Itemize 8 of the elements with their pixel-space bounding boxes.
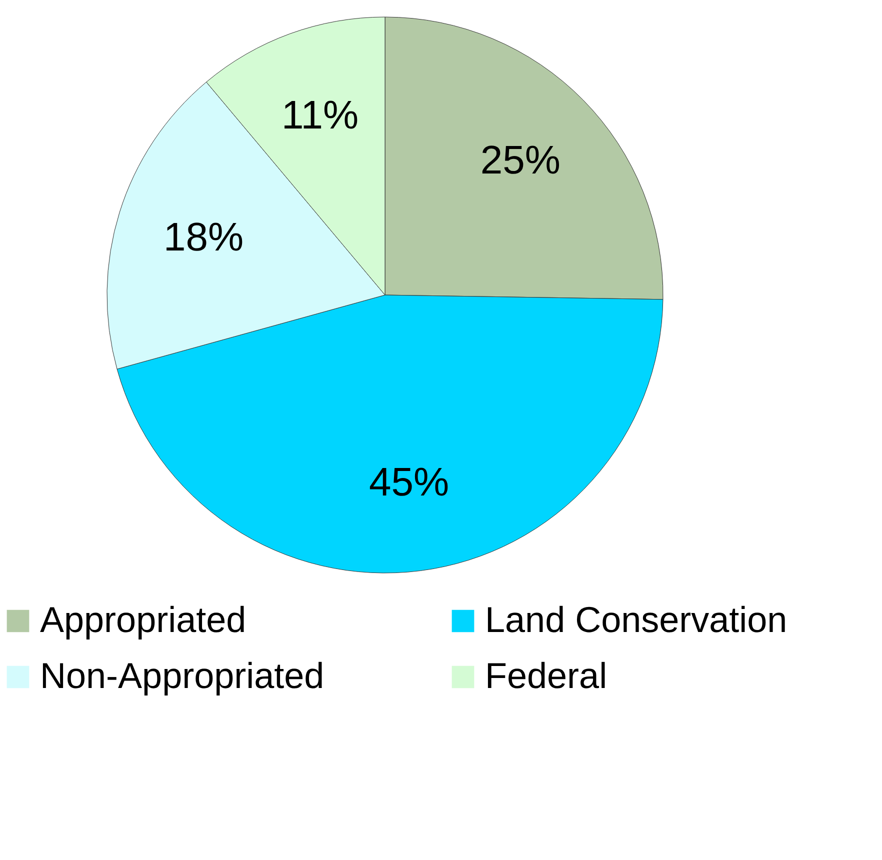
data-label: 18% [164,216,244,260]
legend-label: Appropriated [40,599,246,640]
legend-label: Land Conservation [485,599,788,640]
data-label: 11% [281,93,359,138]
legend-label: Federal [485,655,608,696]
data-label: 45% [369,460,450,504]
data-label: 25% [480,138,560,183]
legend-label: Non-Appropriated [40,655,324,696]
